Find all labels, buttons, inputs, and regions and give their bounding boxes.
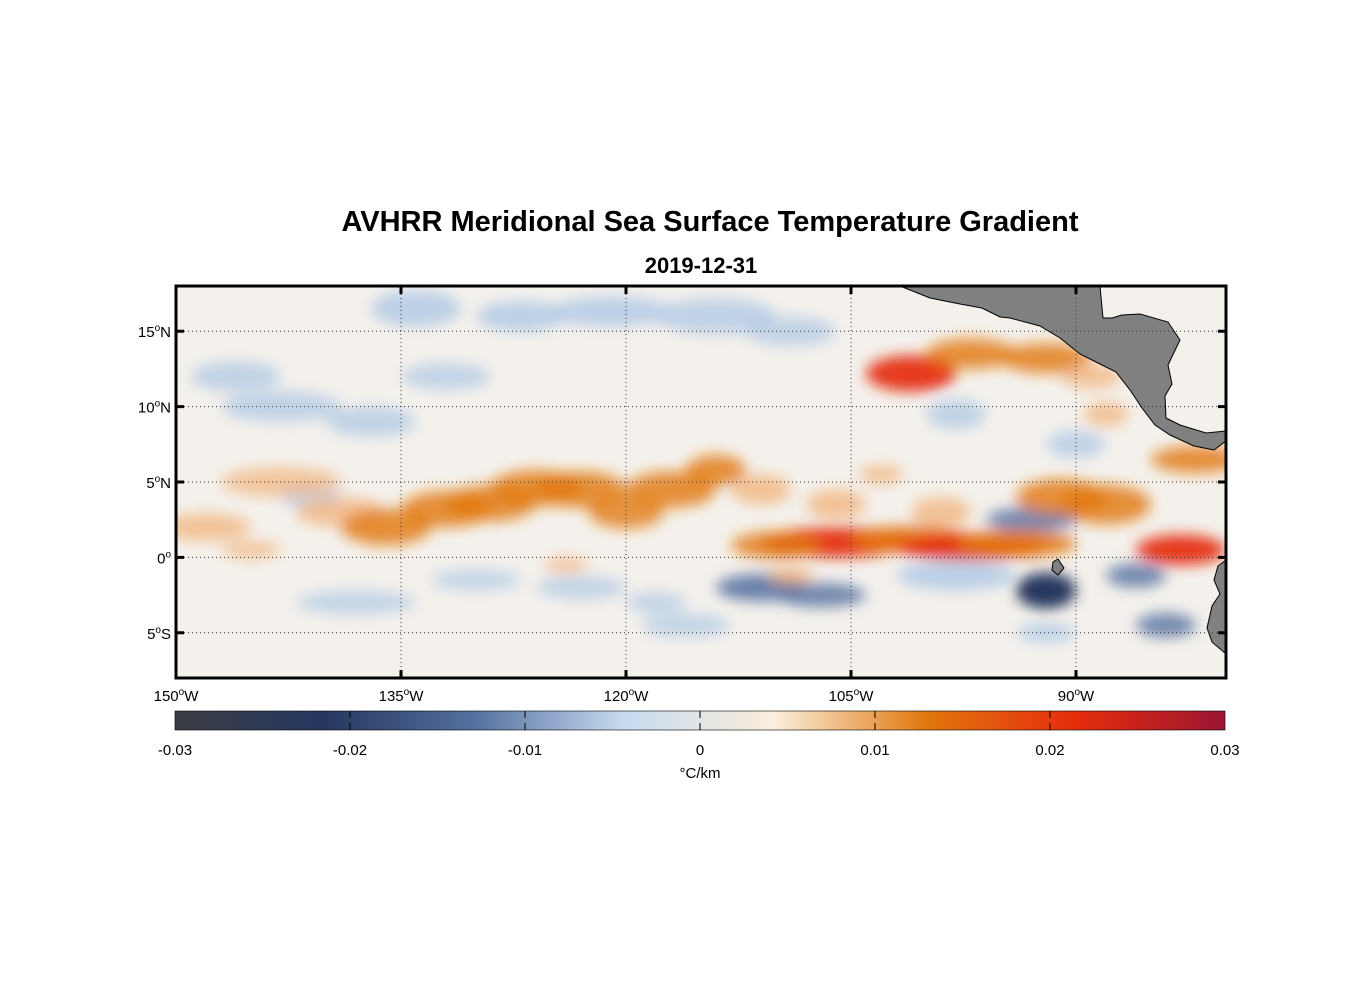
colorbar-tick-label: -0.02 (333, 742, 367, 759)
warm-gradient-patch (806, 489, 866, 520)
colorbar-tick-label: -0.01 (508, 742, 542, 759)
cool-gradient-patch (896, 560, 1016, 591)
lon-label: 135oW (379, 687, 425, 705)
cool-gradient-patch (1016, 572, 1076, 609)
warm-gradient-patch (911, 497, 971, 528)
cool-gradient-patch (191, 361, 281, 392)
colorbar-tick-label: 0.02 (1035, 742, 1064, 759)
cool-gradient-patch (551, 296, 671, 327)
cool-gradient-patch (776, 583, 866, 608)
warm-gradient-patch (1001, 343, 1091, 374)
lon-label: 150oW (154, 687, 200, 705)
warm-gradient-patch (858, 465, 904, 484)
cool-gradient-patch (1136, 613, 1196, 638)
colorbar-ticks: -0.03 -0.02 -0.01 0 0.01 0.02 0.03 (158, 711, 1240, 759)
map-ticks (174, 286, 1226, 678)
warm-gradient-patch (1151, 445, 1226, 473)
latitude-labels: 15oN 10oN 5oN 0o 5oS (138, 323, 172, 643)
warm-gradient-patch (1136, 534, 1226, 565)
colorbar-tick-label: -0.03 (158, 742, 192, 759)
cool-gradient-patch (431, 569, 521, 591)
warm-gradient-patch (543, 557, 589, 573)
cool-gradient-patch (326, 406, 416, 437)
warm-gradient-patch (176, 513, 251, 541)
gradient-field (176, 290, 1226, 642)
warm-gradient-patch (866, 355, 956, 392)
land-central-america (899, 286, 1226, 451)
cool-gradient-patch (476, 301, 566, 332)
warm-gradient-patch (926, 338, 1016, 369)
chart-title: AVHRR Meridional Sea Surface Temperature… (341, 206, 1079, 238)
land-galapagos (1051, 558, 1065, 576)
cool-gradient-patch (641, 613, 731, 638)
cool-gradient-patch (401, 362, 491, 391)
lat-label: 0o (157, 549, 171, 567)
chart-subtitle: 2019-12-31 (644, 253, 758, 278)
colorbar: -0.03 -0.02 -0.01 0 0.01 0.02 0.03 °C/km (158, 710, 1240, 782)
map-grid (176, 286, 1226, 678)
warm-gradient-patch (768, 566, 814, 585)
lat-label: 15oN (138, 323, 171, 341)
warm-gradient-patch (686, 454, 746, 486)
cool-gradient-patch (626, 592, 686, 614)
cool-gradient-patch (656, 298, 776, 335)
land-mass (899, 286, 1226, 655)
colorbar-tick-label: 0.03 (1210, 742, 1239, 759)
colorbar-unit-label: °C/km (680, 765, 721, 782)
warm-gradient-patch (626, 471, 716, 508)
warm-gradient-patch (1061, 485, 1151, 525)
land-south-america (1206, 559, 1226, 655)
warm-gradient-patch (1083, 402, 1129, 427)
cool-gradient-patch (926, 399, 986, 430)
lat-label: 10oN (138, 399, 171, 417)
warm-gradient-patch (221, 540, 281, 559)
cool-gradient-patch (296, 590, 416, 615)
longitude-labels: 150oW 135oW 120oW 105oW 90oW (154, 687, 1095, 705)
lon-label: 90oW (1058, 687, 1095, 705)
lat-label: 5oS (147, 625, 171, 643)
warm-gradient-patch (956, 530, 1076, 558)
colorbar-tick-label: 0 (696, 742, 704, 759)
cool-gradient-patch (746, 316, 836, 347)
lon-label: 120oW (604, 687, 650, 705)
lat-label: 5oN (146, 474, 171, 492)
warm-gradient-patch (536, 471, 626, 508)
colorbar-tick-label: 0.01 (860, 742, 889, 759)
cool-gradient-patch (1046, 430, 1106, 458)
cool-gradient-patch (371, 290, 461, 327)
warm-gradient-patch (731, 531, 821, 559)
cool-gradient-patch (1106, 563, 1166, 588)
warm-gradient-patch (731, 474, 791, 505)
cool-gradient-patch (1016, 623, 1076, 642)
cool-gradient-patch (536, 575, 626, 600)
map-plot-area (176, 286, 1226, 678)
lon-label: 105oW (829, 687, 875, 705)
